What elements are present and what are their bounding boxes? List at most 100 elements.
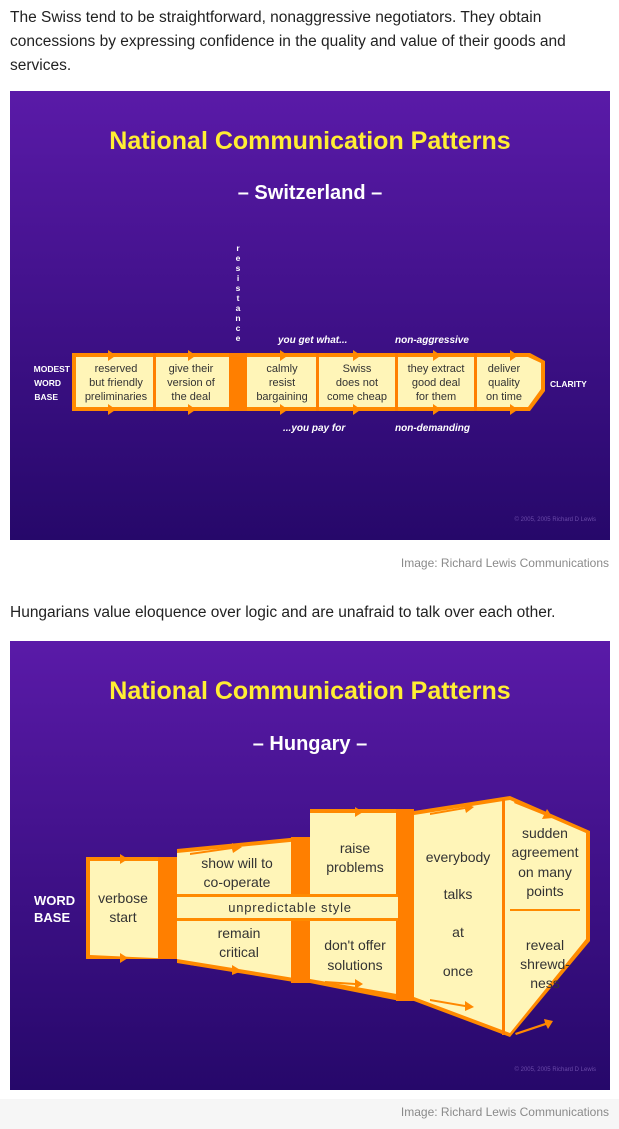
resistance-label: r e s i s t a n c e [235,243,240,343]
annotation-bottom: non-demanding [395,423,470,434]
hungary-diagram-svg: National Communication Patterns – Hungar… [10,641,610,1090]
segment-line: talks [444,886,473,902]
start-label-line: MODEST [34,364,71,374]
segment-line: give their [169,363,214,375]
switzerland-start-label: MODEST WORD BASE [34,364,71,402]
arrow-icon [190,963,242,975]
hungary-start-label: WORD BASE [34,893,75,925]
segment-line: calmly [266,363,298,375]
arrow-icon [430,999,474,1011]
arrow-icon [80,350,116,361]
resistance-letter: c [236,323,241,333]
segment-line: remain [218,925,261,941]
annotation-top: non-aggressive [395,335,469,346]
separator [502,799,505,1035]
hungary-title: National Communication Patterns [109,677,510,705]
switzerland-end-label: CLARITY [550,379,587,389]
segment-line: the deal [171,391,210,403]
segment-line: preliminaries [85,391,148,403]
switzerland-arrows [80,350,518,415]
segment-line: Swiss [343,363,372,375]
segment-line: come cheap [327,391,387,403]
intro-paragraph-hungary: Hungarians value eloquence over logic an… [10,604,556,621]
arrow-icon [482,404,518,415]
sudden-divider [510,909,580,911]
segment-line: reveal [526,937,564,953]
separator [474,353,477,411]
segment-line: but friendly [89,377,143,389]
arrow-icon [482,350,518,361]
hungary-subtitle: – Hungary – [253,733,367,755]
intro-paragraph-switzerland: The Swiss tend to be straightforward, no… [10,9,566,74]
switzerland-band [76,357,541,407]
segment-line: show will to [201,855,273,871]
segment-line: quality [488,377,520,389]
arrow-icon [160,350,196,361]
arrow-icon [98,854,128,864]
arrow-icon [515,1019,553,1035]
arrow-icon [325,404,361,415]
arrow-icon [430,803,474,815]
resistance-letter: s [236,263,241,273]
segment-line: solutions [327,957,382,973]
segment-line: at [452,924,464,940]
start-label-line: WORD [34,378,61,388]
separator [395,353,398,411]
unpredictable-style-label: unpredictable style [228,900,352,915]
resistance-letter: a [236,303,241,313]
hungary-segment-texts: verbose start show will to co-operate re… [98,825,578,991]
arrow-icon [160,404,196,415]
resistance-letter: n [235,313,240,323]
segment-line: on many [518,864,572,880]
segment-line: version of [167,377,216,389]
segment-line: raise [340,840,371,856]
segment-line: start [109,909,136,925]
start-label-line: BASE [34,392,58,402]
switzerland-background [10,91,610,540]
switzerland-diagram-svg: National Communication Patterns – Switze… [10,91,610,540]
resistance-letter: e [236,333,241,343]
arrow-icon [325,979,363,989]
start-label-line: BASE [34,910,70,925]
segment-line: they extract [408,363,465,375]
separator [153,353,156,411]
bottom-fade [0,1099,619,1129]
resistance-letter: t [237,293,240,303]
arrow-icon [252,350,288,361]
caption-switzerland: Image: Richard Lewis Communications [400,556,609,570]
resistance-letter: i [237,273,239,283]
annotation-top: you get what... [277,335,347,346]
segment-line: does not [336,377,378,389]
arrow-icon [98,953,128,963]
segment-line: shrewd- [520,956,570,972]
segment-line: once [443,963,474,979]
hungary-diagram: National Communication Patterns – Hungar… [10,641,610,1090]
segment-line: sudden [522,825,568,841]
segment-line: ness [530,975,560,991]
segment-line: points [526,883,563,899]
resistance-bar [229,353,247,411]
arrow-icon [325,350,361,361]
segment-line: good deal [412,377,460,389]
arrow-icon [190,843,242,855]
segment-line: deliver [488,363,521,375]
switzerland-copyright: © 2005, 2005 Richard D Lewis [515,516,596,523]
caption-hungary: Image: Richard Lewis Communications [400,1105,609,1119]
arrow-icon [514,801,553,819]
switzerland-subtitle: – Switzerland – [238,182,383,204]
start-label-line: WORD [34,893,75,908]
hungary-arrows [98,801,553,1035]
switzerland-annotations: you get what... non-aggressive ...you pa… [277,335,470,434]
switzerland-title: National Communication Patterns [109,127,510,155]
segment-line: everybody [426,849,491,865]
resistance-letter: s [236,283,241,293]
segment-line: agreement [512,844,579,860]
unpredictable-strip [177,897,398,918]
separator [158,857,177,959]
resistance-letter: e [236,253,241,263]
arrow-icon [80,404,116,415]
segment-line: on time [486,391,522,403]
segment-line: verbose [98,890,148,906]
switzerland-segment-texts: reserved but friendly preliminaries give… [85,363,522,403]
arrow-icon [405,350,441,361]
